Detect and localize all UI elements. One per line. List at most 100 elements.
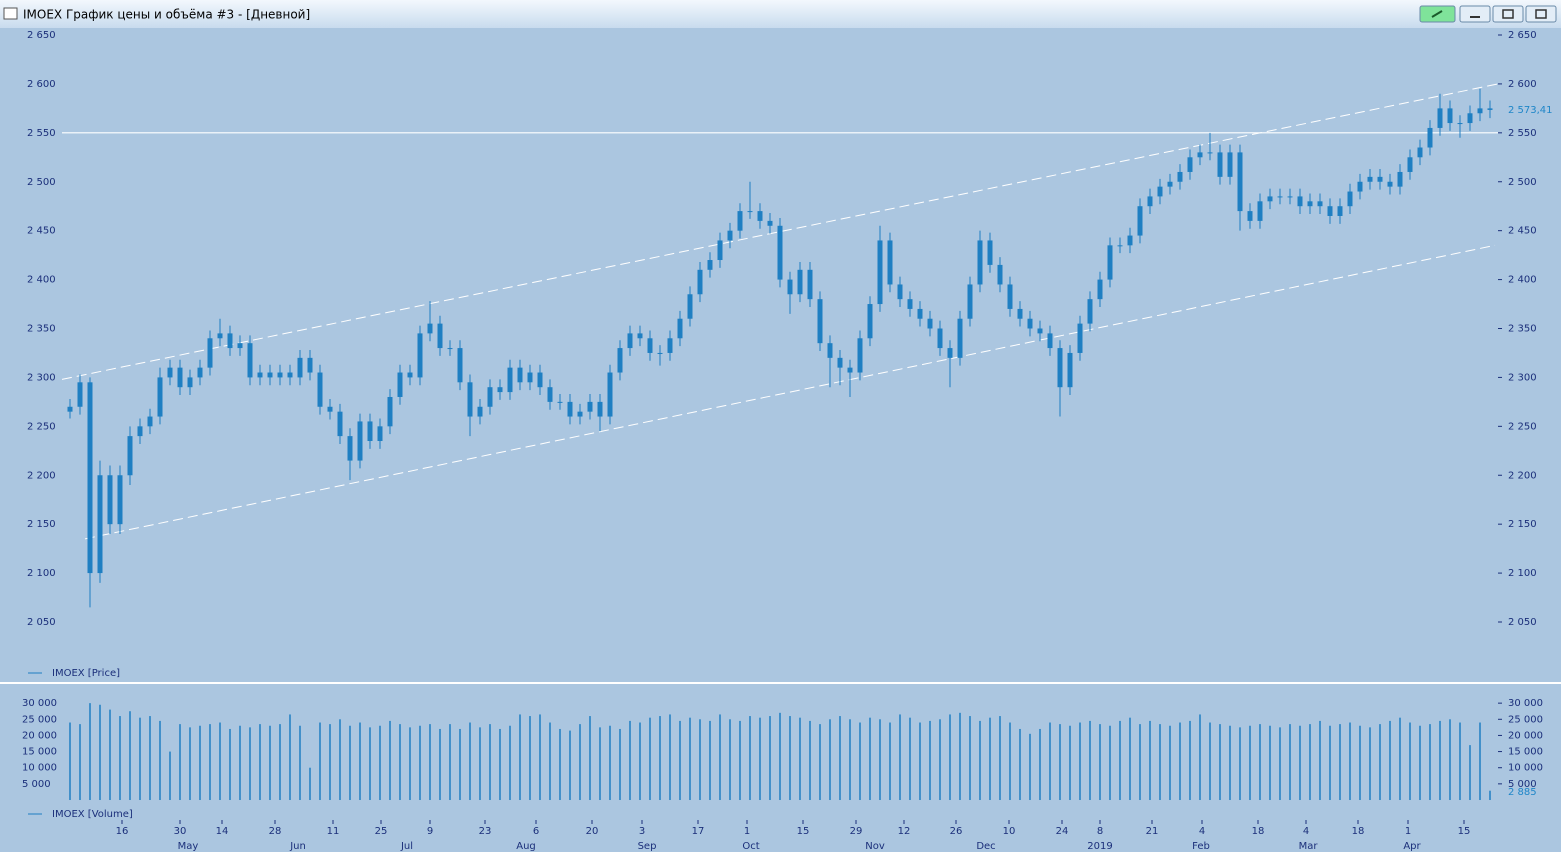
- candle-body: [77, 382, 83, 407]
- window-title: IMOEX График цены и объёма #3 - [Дневной…: [23, 8, 310, 22]
- volume-bar: [1139, 724, 1141, 800]
- y2-tick-label: 2 600: [1508, 79, 1537, 90]
- y2-tick-label: 2 450: [1508, 226, 1537, 237]
- candle-body: [1217, 152, 1223, 177]
- candle-body: [87, 382, 93, 574]
- candle-body: [1187, 157, 1193, 172]
- candle-body: [1137, 206, 1143, 236]
- month-label: Feb: [1192, 841, 1210, 852]
- volume-bar: [369, 727, 371, 800]
- y2-tick-label: 2 100: [1508, 568, 1537, 579]
- volume-bar: [1219, 724, 1221, 800]
- last-volume-label: 2 885: [1508, 787, 1537, 798]
- candle-body: [847, 367, 853, 373]
- y2-tick-label: 2 250: [1508, 421, 1537, 432]
- volume-bar: [849, 719, 851, 800]
- volume-bar: [549, 722, 551, 800]
- volume-bar: [449, 724, 451, 800]
- volume-bar: [869, 717, 871, 800]
- volume-bar: [589, 716, 591, 800]
- x-tick-label: 18: [1252, 826, 1265, 837]
- month-label: Nov: [865, 841, 885, 852]
- volume-bar: [149, 716, 151, 800]
- candle-body: [697, 269, 703, 295]
- volume-bar: [339, 719, 341, 800]
- title-bar: [0, 0, 1561, 28]
- volume-bar: [709, 720, 711, 800]
- close-button[interactable]: [1525, 5, 1557, 23]
- month-label: Jul: [400, 841, 413, 852]
- candle-body: [157, 377, 163, 417]
- candle-body: [727, 230, 733, 241]
- candle-body: [1397, 171, 1403, 187]
- candle-body: [1237, 152, 1243, 212]
- x-tick-label: 1: [744, 826, 750, 837]
- volume-bar: [199, 725, 201, 800]
- trend-line: [84, 244, 1496, 540]
- volume-bar: [909, 717, 911, 800]
- candle-body: [1257, 201, 1263, 221]
- maximize-button[interactable]: [1492, 5, 1524, 23]
- y2-tick-label: 2 400: [1508, 275, 1537, 286]
- candle-body: [397, 372, 403, 397]
- x-tick-label: 11: [327, 826, 340, 837]
- month-label: Oct: [742, 841, 759, 852]
- candle-body: [67, 406, 73, 412]
- month-label: Dec: [976, 841, 995, 852]
- candle-body: [1007, 284, 1013, 309]
- candle-body: [417, 333, 423, 378]
- candle-body: [577, 411, 583, 417]
- volume-bar: [979, 720, 981, 800]
- month-label: Mar: [1299, 841, 1319, 852]
- volume-bar: [1439, 720, 1441, 800]
- volume-bar: [1259, 724, 1261, 800]
- y-tick-label: 5 000: [22, 779, 51, 790]
- candle-body: [1467, 113, 1473, 124]
- volume-bar: [1079, 722, 1081, 800]
- candle-body: [307, 357, 313, 373]
- legend-label: IMOEX [Volume]: [52, 809, 133, 820]
- candle-body: [617, 348, 623, 373]
- volume-bar: [129, 711, 131, 800]
- candle-body: [1107, 245, 1113, 280]
- candle-body: [227, 333, 233, 349]
- volume-bar: [499, 728, 501, 800]
- volume-bar: [1129, 717, 1131, 800]
- candle-body: [197, 367, 203, 378]
- x-tick-label: 4: [1199, 826, 1205, 837]
- candle-body: [327, 406, 333, 412]
- y-tick-label: 2 100: [27, 568, 56, 579]
- volume-bar: [1199, 714, 1201, 800]
- y-tick-label: 2 450: [27, 226, 56, 237]
- x-tick-label: 15: [1458, 826, 1471, 837]
- y2-tick-label: 15 000: [1508, 747, 1543, 758]
- candle-body: [537, 372, 543, 388]
- y-tick-label: 2 250: [27, 421, 56, 432]
- volume-bar: [1159, 724, 1161, 800]
- x-tick-label: 23: [479, 826, 492, 837]
- candle-body: [1117, 245, 1123, 247]
- volume-bar: [249, 727, 251, 800]
- y-tick-label: 10 000: [22, 763, 57, 774]
- volume-bar: [1209, 722, 1211, 800]
- volume-bar: [1069, 725, 1071, 800]
- volume-bar: [1299, 725, 1301, 800]
- candle-body: [237, 343, 243, 349]
- volume-bar: [539, 714, 541, 800]
- candle-body: [767, 220, 773, 226]
- volume-bar: [789, 716, 791, 800]
- minimize-button[interactable]: [1459, 5, 1491, 23]
- volume-bar: [1029, 733, 1031, 800]
- candle-body: [477, 406, 483, 417]
- candle-body: [1347, 191, 1353, 207]
- volume-bar: [659, 716, 661, 800]
- volume-bar: [1389, 720, 1391, 800]
- volume-bar: [409, 727, 411, 800]
- volume-bar: [1309, 724, 1311, 800]
- volume-bar: [1349, 722, 1351, 800]
- legend-label: IMOEX [Price]: [52, 668, 120, 679]
- candle-body: [667, 338, 673, 353]
- volume-bar: [1379, 724, 1381, 800]
- volume-bar: [89, 703, 91, 800]
- volume-bar: [879, 719, 881, 800]
